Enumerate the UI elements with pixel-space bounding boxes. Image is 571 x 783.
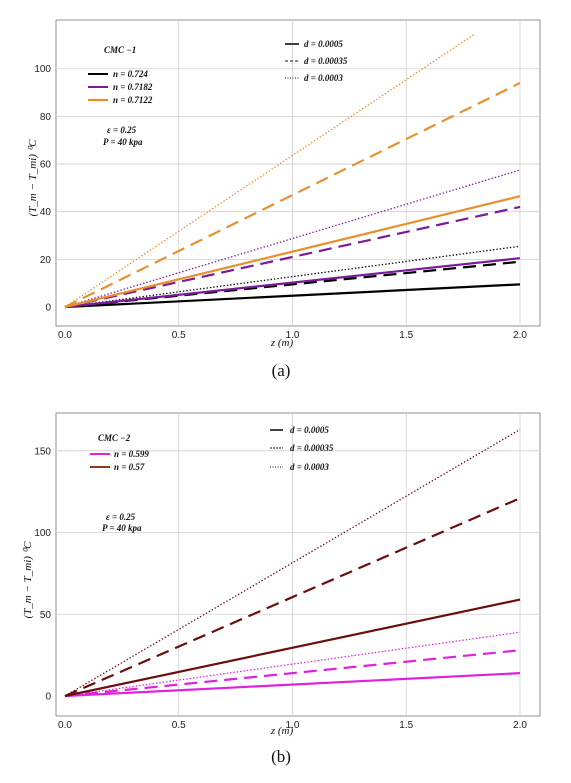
series-line-1 <box>64 649 521 698</box>
panel-caption: (b) <box>271 747 291 766</box>
y-tick-label: 50 <box>40 610 52 621</box>
x-tick-label: 1.0 <box>286 720 300 731</box>
y-axis-label: (T_m − T_mi) ⁰C <box>27 139 39 217</box>
series-line-1 <box>64 260 521 309</box>
series-lines <box>64 428 521 698</box>
series-line-0 <box>64 672 521 698</box>
y-ticks: 0 20 40 60 80 100 <box>34 64 51 313</box>
param-pressure: P = 40 kpa <box>102 523 142 533</box>
x-tick-label: 0.0 <box>58 720 72 731</box>
x-tick-label: 0.0 <box>58 330 72 341</box>
y-tick-label: 80 <box>40 112 52 123</box>
param-pressure: P = 40 kpa <box>103 137 143 147</box>
y-tick-label: 40 <box>40 207 52 218</box>
panel-a: 0.0 0.5 1.0 1.5 2.0 0 20 40 60 80 100 z (m) (T_m … <box>27 19 541 380</box>
x-axis-label: z (m) <box>270 725 294 737</box>
series-line-3 <box>64 257 521 309</box>
fluid-legend-label-1: n = 0.7182 <box>113 82 153 92</box>
diameter-legend-label-2: d = 0.0003 <box>290 462 329 472</box>
grid-lines <box>56 20 540 326</box>
x-tick-label: 0.5 <box>172 330 186 341</box>
x-tick-label: 1.0 <box>286 330 300 341</box>
x-tick-label: 1.5 <box>399 330 413 341</box>
grid-lines <box>56 413 540 716</box>
y-tick-label: 60 <box>40 160 52 171</box>
diameter-legend-label-2: d = 0.0003 <box>304 73 343 83</box>
series-line-8 <box>64 33 475 308</box>
x-tick-label: 1.5 <box>399 720 413 731</box>
diameter-legend-label-0: d = 0.0005 <box>304 39 343 49</box>
y-tick-label: 100 <box>34 64 51 75</box>
fluid-legend-label-1: n = 0.57 <box>114 462 145 472</box>
fluid-legend-label-2: n = 0.7122 <box>113 95 153 105</box>
series-line-5 <box>64 428 521 697</box>
series-lines <box>64 33 521 309</box>
param-epsilon: ε = 0.25 <box>106 512 136 522</box>
y-tick-label: 0 <box>45 692 51 703</box>
diameter-legend-label-0: d = 0.0005 <box>290 425 329 435</box>
plot-frame <box>55 19 541 327</box>
fluid-legend-label-0: n = 0.599 <box>114 449 149 459</box>
fluid-legend-title: CMC −1 <box>104 45 136 55</box>
y-axis-label: (T_m − T_mi) ⁰C <box>22 541 34 619</box>
y-tick-label: 0 <box>45 303 51 314</box>
series-line-3 <box>64 598 521 698</box>
series-line-4 <box>64 205 521 309</box>
y-tick-label: 20 <box>40 255 52 266</box>
x-ticks: 0.0 0.5 1.0 1.5 2.0 <box>58 330 527 341</box>
panel-caption: (a) <box>272 361 291 380</box>
y-tick-label: 100 <box>34 528 51 539</box>
y-ticks: 0 50 100 150 <box>34 446 51 702</box>
panel-b: 0.0 0.5 1.0 1.5 2.0 0 50 100 150 z (m) (T_m − T… <box>22 412 541 766</box>
fluid-legend-label-0: n = 0.724 <box>113 69 148 79</box>
diameter-legend-label-1: d = 0.00035 <box>304 56 348 66</box>
param-epsilon: ε = 0.25 <box>107 125 137 135</box>
series-line-4 <box>64 497 521 698</box>
diameter-legend-label-1: d = 0.00035 <box>290 443 334 453</box>
x-axis-label: z (m) <box>270 337 294 349</box>
fluid-legend-title: CMC −2 <box>98 433 131 443</box>
y-tick-label: 150 <box>34 446 51 457</box>
x-tick-label: 2.0 <box>513 330 527 341</box>
x-tick-label: 0.5 <box>172 720 186 731</box>
series-line-6 <box>64 195 521 309</box>
x-ticks: 0.0 0.5 1.0 1.5 2.0 <box>58 720 527 731</box>
series-line-0 <box>64 283 521 309</box>
x-tick-label: 2.0 <box>513 720 527 731</box>
plot-frame <box>55 412 541 717</box>
series-line-5 <box>64 169 521 308</box>
series-line-7 <box>64 82 521 308</box>
